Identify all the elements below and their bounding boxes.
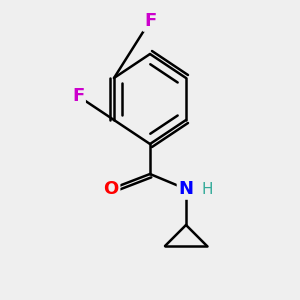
Text: N: N: [178, 180, 194, 198]
Text: F: F: [72, 87, 84, 105]
Text: O: O: [103, 180, 118, 198]
Text: F: F: [144, 12, 156, 30]
Text: H: H: [201, 182, 213, 196]
